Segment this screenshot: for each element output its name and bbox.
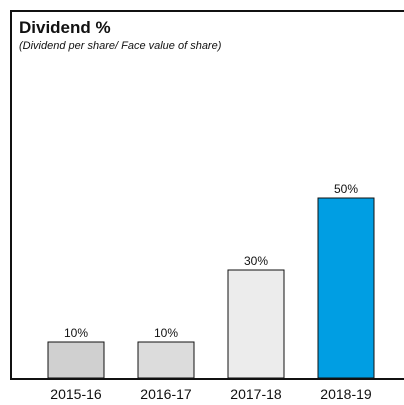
chart-subtitle: (Dividend per share/ Face value of share… xyxy=(19,40,222,52)
x-tick-label-2016-17: 2016-17 xyxy=(140,386,192,402)
value-labels-group: 10% 10% 30% 50% xyxy=(64,182,358,340)
chart-title: Dividend % xyxy=(19,18,111,37)
bar-2018-19 xyxy=(317,197,375,379)
value-label-2018-19: 50% xyxy=(334,182,358,196)
value-label-2017-18: 30% xyxy=(244,254,268,268)
x-tick-label-2017-18: 2017-18 xyxy=(230,386,282,402)
value-label-2016-17: 10% xyxy=(154,326,178,340)
bars-group xyxy=(47,197,375,379)
bar-2016-17 xyxy=(137,341,195,379)
x-tick-label-2015-16: 2015-16 xyxy=(50,386,102,402)
x-tick-label-2018-19: 2018-19 xyxy=(320,386,372,402)
value-label-2015-16: 10% xyxy=(64,326,88,340)
bar-2015-16 xyxy=(47,341,105,379)
x-tick-labels-group: 2015-16 2016-17 2017-18 2018-19 xyxy=(50,386,372,402)
bar-2017-18 xyxy=(227,269,285,379)
